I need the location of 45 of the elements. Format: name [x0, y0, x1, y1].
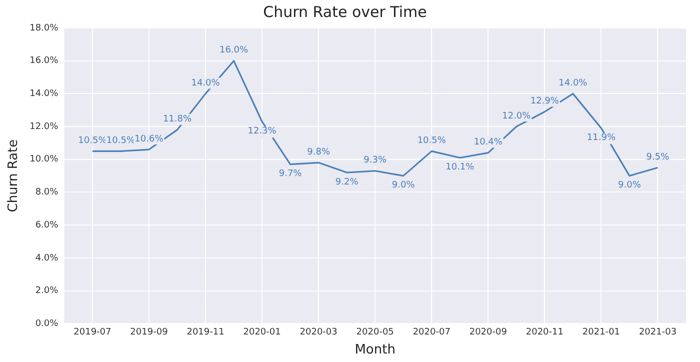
data-label: 14.0%: [558, 78, 588, 89]
data-label: 9.5%: [646, 152, 670, 162]
data-label: 9.3%: [364, 156, 387, 166]
data-label: 10.4%: [474, 138, 503, 148]
x-tick-label: 2020-01: [243, 327, 281, 338]
data-label: 9.8%: [307, 148, 330, 158]
x-tick-label: 2021-03: [638, 327, 677, 338]
y-tick-label: 18.0%: [30, 23, 59, 34]
chart-title: Churn Rate over Time: [263, 2, 427, 21]
x-axis-title: Month: [354, 342, 396, 358]
x-tick-label: 2020-05: [356, 327, 394, 338]
y-tick-label: 2.0%: [35, 286, 59, 296]
data-label: 14.0%: [191, 78, 220, 89]
x-tick-label: 2020-11: [526, 327, 564, 338]
y-axis-title: Churn Rate: [6, 139, 22, 212]
y-tick-label: 4.0%: [35, 253, 59, 264]
x-tick-label: 2019-07: [74, 327, 112, 338]
y-tick-label: 16.0%: [30, 56, 59, 66]
y-tick-label: 14.0%: [30, 89, 59, 100]
data-label: 11.8%: [162, 114, 192, 125]
data-label: 10.5%: [106, 136, 136, 146]
data-label: 12.3%: [248, 126, 277, 136]
x-tick-label: 2020-07: [412, 327, 450, 338]
data-label: 10.1%: [446, 162, 475, 173]
data-label: 9.0%: [618, 180, 642, 191]
y-tick-label: 0.0%: [35, 318, 59, 329]
data-label: 10.5%: [417, 136, 446, 146]
y-tick-label: 8.0%: [35, 188, 59, 198]
x-tick-label: 2021-01: [582, 327, 620, 338]
x-tick-label: 2020-03: [300, 327, 338, 338]
data-label: 9.0%: [392, 180, 416, 191]
x-tick-label: 2020-09: [469, 327, 508, 338]
data-label: 9.2%: [335, 177, 359, 188]
data-label: 12.9%: [530, 96, 560, 107]
y-tick-label: 10.0%: [30, 154, 59, 165]
data-label: 11.9%: [586, 133, 616, 144]
y-tick-label: 12.0%: [30, 122, 59, 132]
data-label: 10.5%: [78, 136, 108, 146]
data-label: 16.0%: [219, 46, 249, 56]
x-tick-label: 2019-11: [186, 327, 224, 338]
data-label: 9.7%: [278, 169, 302, 180]
data-label: 10.6%: [134, 134, 164, 144]
y-tick-label: 6.0%: [35, 220, 59, 230]
data-label: 12.0%: [502, 111, 532, 122]
x-tick-label: 2019-09: [130, 327, 168, 338]
